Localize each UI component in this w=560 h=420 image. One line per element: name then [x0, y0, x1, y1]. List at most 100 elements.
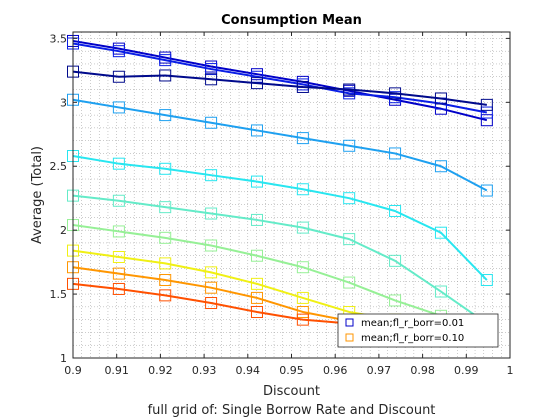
x-tick-label: 0.93	[192, 364, 217, 377]
data-point	[434, 92, 447, 105]
data-point	[480, 274, 493, 287]
y-tick-label: 3	[60, 96, 67, 109]
grid-note: full grid of: Single Borrow Rate and Dis…	[148, 403, 436, 418]
series-line	[72, 70, 487, 106]
data-point	[296, 305, 309, 318]
data-point	[205, 281, 218, 294]
data-point	[480, 184, 493, 197]
data-point	[480, 98, 493, 111]
data-point	[205, 297, 218, 310]
data-point	[250, 77, 263, 90]
series-line	[72, 155, 488, 281]
data-point	[250, 291, 263, 304]
legend-label-2: mean;fl_r_borr=0.10	[361, 333, 464, 344]
data-point	[112, 45, 125, 58]
x-tick-label: 0.96	[323, 364, 348, 377]
data-point	[250, 213, 263, 226]
data-point	[250, 124, 263, 137]
series-line	[72, 42, 488, 114]
data-point	[343, 192, 356, 205]
data-point	[205, 116, 218, 129]
data-point	[250, 249, 263, 262]
data-point	[205, 73, 218, 86]
data-point	[389, 87, 402, 100]
x-axis-label: Discount	[263, 384, 320, 399]
data-point	[112, 194, 125, 207]
data-point	[112, 251, 125, 263]
data-point	[434, 226, 447, 239]
data-point	[296, 291, 309, 304]
data-point	[159, 109, 172, 122]
data-point	[480, 106, 493, 119]
data-point	[205, 169, 218, 182]
data-point	[250, 305, 263, 318]
legend-label-1: mean;fl_r_borr=0.01	[361, 318, 464, 329]
y-tick-label: 1.5	[50, 288, 68, 301]
data-point	[434, 160, 447, 173]
data-point	[296, 221, 309, 234]
x-tick-label: 0.94	[236, 364, 261, 377]
data-point	[159, 201, 172, 214]
data-point	[296, 261, 309, 274]
y-tick-label: 3.5	[50, 32, 68, 45]
series-line	[72, 194, 488, 325]
y-axis-label: Average (Total)	[30, 146, 45, 244]
data-point	[159, 231, 172, 244]
legend: mean;fl_r_borr=0.01 mean;fl_r_borr=0.10	[337, 313, 499, 348]
x-tick-label: 0.95	[279, 364, 304, 377]
chart-title: Consumption Mean	[221, 13, 362, 28]
series-3	[67, 65, 493, 111]
legend-box	[337, 313, 499, 348]
data-point	[112, 101, 125, 114]
x-tick-label: 0.9	[64, 364, 82, 377]
x-tick-label: 0.91	[104, 364, 129, 377]
data-point	[343, 139, 356, 152]
data-point	[159, 162, 172, 175]
data-point	[296, 183, 309, 196]
series-4	[67, 93, 493, 197]
legend-marker-1	[345, 318, 354, 327]
data-point	[296, 132, 309, 145]
data-point	[159, 274, 172, 287]
x-tick-label: 0.99	[454, 364, 479, 377]
data-point	[205, 266, 218, 279]
data-point	[112, 157, 125, 170]
data-point	[296, 80, 309, 93]
series-5	[67, 150, 493, 287]
data-point	[343, 233, 356, 246]
x-tick-label: 0.97	[367, 364, 392, 377]
data-point	[343, 83, 356, 96]
y-tick-label: 2.5	[50, 160, 68, 173]
data-point	[389, 254, 402, 267]
x-tick-label: 1	[507, 364, 514, 377]
grid	[72, 32, 511, 359]
ticks: 0.9 0.91 0.92 0.93 0.94 0.95 0.96 0.97 0.98 0.99 1…	[50, 32, 514, 377]
data-point	[112, 267, 125, 280]
legend-marker-2	[345, 333, 354, 342]
data-point	[389, 204, 402, 217]
data-point	[296, 313, 309, 326]
data-point	[159, 289, 172, 302]
x-tick-label: 0.92	[148, 364, 173, 377]
data-point	[205, 207, 218, 220]
data-point	[343, 276, 356, 289]
data-point	[159, 69, 172, 82]
series-line	[72, 98, 488, 192]
series-line	[72, 39, 488, 122]
data-point	[205, 63, 218, 76]
data-point	[250, 277, 263, 290]
data-point	[250, 175, 263, 188]
y-tick-label: 1	[60, 352, 67, 365]
data-point	[389, 294, 402, 307]
data-point	[112, 70, 125, 83]
y-tick-label: 2	[60, 224, 67, 237]
x-tick-label: 0.98	[410, 364, 435, 377]
data-point	[159, 257, 172, 270]
data-point	[205, 239, 218, 252]
data-point	[389, 147, 402, 160]
data-point	[480, 114, 493, 127]
data-point	[112, 282, 125, 295]
series-line	[72, 224, 488, 325]
data-point	[159, 54, 172, 67]
